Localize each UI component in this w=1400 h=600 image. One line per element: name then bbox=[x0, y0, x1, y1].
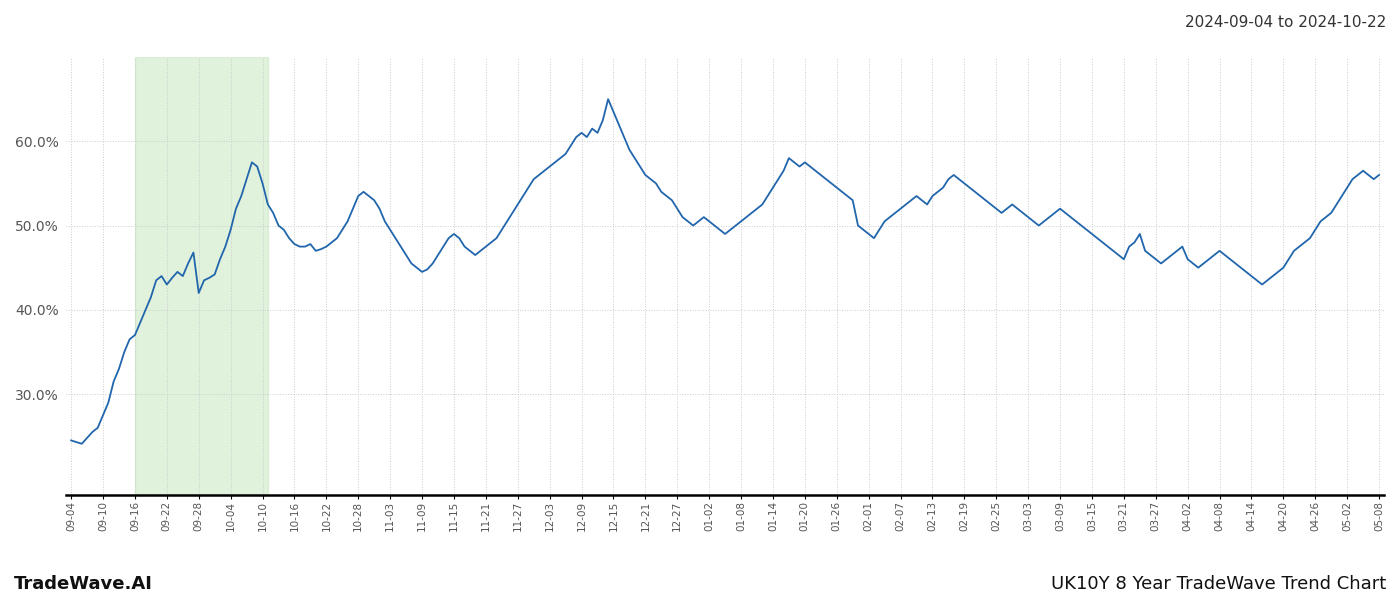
Text: 2024-09-04 to 2024-10-22: 2024-09-04 to 2024-10-22 bbox=[1184, 15, 1386, 30]
Bar bbox=[134, 57, 267, 495]
Text: UK10Y 8 Year TradeWave Trend Chart: UK10Y 8 Year TradeWave Trend Chart bbox=[1051, 575, 1386, 593]
Text: TradeWave.AI: TradeWave.AI bbox=[14, 575, 153, 593]
